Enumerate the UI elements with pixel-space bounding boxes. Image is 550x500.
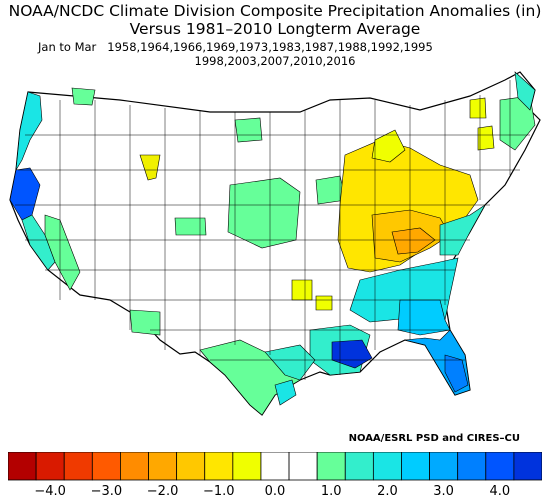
map-title-line2: Versus 1981–2010 Longterm Average xyxy=(129,20,421,38)
colorbar-cell xyxy=(401,452,430,481)
colorbar-cell xyxy=(429,452,459,481)
years-line1: 1958,1964,1966,1969,1973,1983,1987,1988,… xyxy=(107,40,433,54)
colorbar-tick-label: 2.0 xyxy=(377,484,398,499)
colorbar-tick-label: −4.0 xyxy=(34,484,66,499)
anomaly-map xyxy=(9,71,541,416)
division-boundaries xyxy=(15,80,530,380)
colorbar-cell xyxy=(120,452,149,481)
region-south-florida-heavy xyxy=(444,354,469,393)
colorbar-cell xyxy=(372,452,402,481)
colorbar-cell xyxy=(91,452,121,481)
credit-label: NOAA/ESRL PSD and CIRES–CU xyxy=(348,433,520,444)
colorbar-cell xyxy=(344,452,374,481)
colorbar-tick-label: −2.0 xyxy=(146,484,179,499)
colorbar-cell xyxy=(260,452,290,481)
colorbar-cell xyxy=(485,452,515,481)
years-line2: 1998,2003,2007,2010,2016 xyxy=(194,54,356,68)
colorbar-cell xyxy=(35,452,65,481)
region-oklahoma-dry xyxy=(291,279,313,301)
region-montana-wet xyxy=(71,87,96,106)
colorbar-cell xyxy=(8,452,37,481)
region-appalachia-dry xyxy=(391,227,436,255)
region-new-mexico-wet xyxy=(129,309,161,336)
colorbar-tick-label: −1.0 xyxy=(202,484,235,499)
colorbar-cell xyxy=(148,452,178,481)
period-and-years: Jan to Mar 1958,1964,1966,1969,1973,1983… xyxy=(38,40,433,54)
region-texas-east-wet xyxy=(264,344,316,381)
region-sd-wet xyxy=(234,117,263,143)
region-pacific-northwest-wet xyxy=(15,91,43,171)
colorbar-cell xyxy=(288,452,318,481)
region-maine-dry xyxy=(469,97,487,119)
region-wyoming-dry xyxy=(139,154,161,181)
colorbar-tick-label: −3.0 xyxy=(90,484,123,499)
period-label: Jan to Mar xyxy=(38,40,97,54)
region-michigan-dry xyxy=(371,129,406,163)
colorbar-cell xyxy=(204,452,234,481)
region-arkansas-dry xyxy=(315,295,333,311)
region-colorado-wet xyxy=(174,217,207,236)
colorbar-cell xyxy=(513,452,542,481)
region-new-england-dry xyxy=(477,125,495,151)
map-title-line1: NOAA/NCDC Climate Division Composite Pre… xyxy=(8,2,542,20)
colorbar-tick-label: 0.0 xyxy=(264,484,286,499)
colorbar xyxy=(8,452,542,481)
region-louisiana-max xyxy=(331,339,373,369)
colorbar-cell xyxy=(316,452,346,481)
region-mid-atlantic-wet xyxy=(439,204,486,256)
region-texas-coast-wet xyxy=(274,379,297,406)
region-northeast-coast-wet xyxy=(514,71,536,111)
colorbar-tick-label: 4.0 xyxy=(489,484,511,499)
colorbar-tick-label: 3.0 xyxy=(433,484,454,499)
colorbar-tick-label: 1.0 xyxy=(320,484,342,499)
colorbar-cell xyxy=(232,452,262,481)
colorbar-cell xyxy=(63,452,93,481)
colorbar-cell xyxy=(457,452,487,481)
colorbar-cell xyxy=(176,452,206,481)
